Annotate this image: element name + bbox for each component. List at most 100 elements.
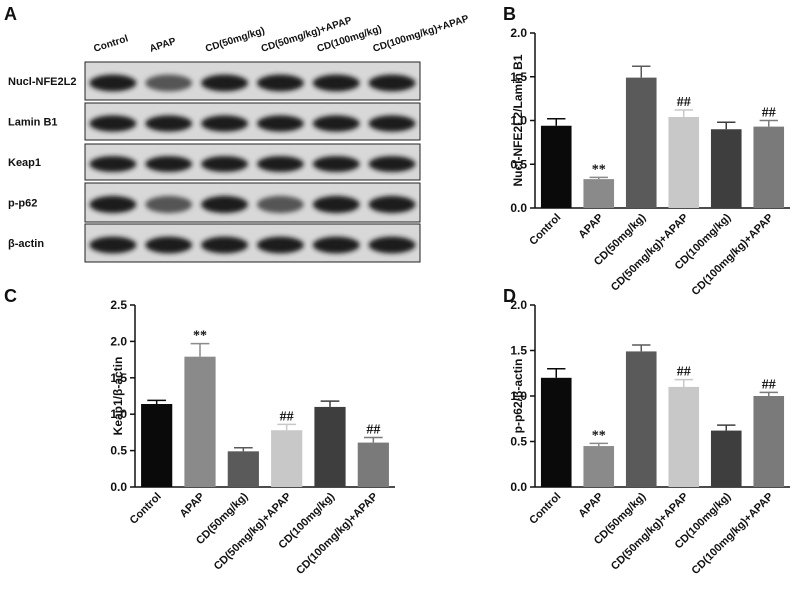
blot-band <box>201 236 249 254</box>
blot-band <box>368 74 416 92</box>
blot-band <box>256 156 304 172</box>
bar <box>141 404 173 487</box>
y-tick-label: 0.5 <box>510 157 527 171</box>
y-tick-label: 2.0 <box>510 26 527 40</box>
annotation: ** <box>592 428 606 443</box>
blot-band <box>201 195 249 214</box>
blot-strip <box>84 143 421 181</box>
y-tick-label: 2.5 <box>110 298 127 312</box>
y-tick-label: 0.5 <box>510 435 527 449</box>
y-tick-label: 2.0 <box>510 298 527 312</box>
blot-band <box>89 236 137 254</box>
x-tick-label: Control <box>527 212 563 248</box>
bar <box>625 77 657 208</box>
y-axis-label: Nucl-NFE2L2/Lamin B1 <box>511 54 525 186</box>
blot-band <box>256 74 304 92</box>
blot-band <box>368 156 416 172</box>
x-tick-label: CD(100mg/kg)+APAP <box>690 491 776 577</box>
bar <box>668 117 700 208</box>
bar <box>227 451 259 487</box>
blot-band <box>201 156 249 172</box>
y-tick-label: 1.0 <box>110 407 127 421</box>
panel-label: C <box>4 286 17 306</box>
annotation: ## <box>762 377 776 392</box>
blot-column-label: APAP <box>148 36 177 55</box>
blot-column-label: Control <box>92 33 129 55</box>
blot-row-label: β-actin <box>8 238 44 250</box>
blot-band <box>89 156 137 172</box>
blot-strip <box>84 102 421 141</box>
y-tick-label: 0.5 <box>110 444 127 458</box>
blot-band <box>89 195 137 214</box>
blot-band <box>312 115 360 132</box>
bar <box>710 129 742 208</box>
bar <box>271 430 303 487</box>
x-tick-label: CD(100mg/kg)+APAP <box>690 212 776 298</box>
blot-band <box>145 74 193 92</box>
y-tick-label: 1.5 <box>510 344 527 358</box>
bar <box>753 126 785 208</box>
blot-band <box>312 74 360 92</box>
blot-column-label: CD(100mg/kg)+APAP <box>372 13 471 55</box>
bar <box>753 396 785 487</box>
y-tick-label: 1.0 <box>510 114 527 128</box>
blot-column-label: CD(50mg/kg)+APAP <box>260 15 354 55</box>
blot-band <box>145 156 193 172</box>
x-tick-label: CD(50mg/kg)+APAP <box>212 491 294 573</box>
y-tick-label: 1.0 <box>510 389 527 403</box>
blot-row-label: Keap1 <box>8 157 41 169</box>
bar <box>583 179 615 208</box>
bar <box>625 351 657 487</box>
blot-band <box>145 236 193 254</box>
blot-band <box>312 236 360 254</box>
blot-band <box>256 195 304 214</box>
x-tick-label: CD(50mg/kg)+APAP <box>609 491 691 573</box>
blot-band <box>312 195 360 214</box>
x-tick-label: Control <box>527 491 563 527</box>
bar <box>357 442 389 487</box>
blot-band <box>368 115 416 132</box>
x-tick-label: APAP <box>178 491 208 521</box>
bar <box>184 356 216 487</box>
blot-band <box>145 115 193 132</box>
bar <box>710 430 742 487</box>
y-axis-label: Keap1/β-actin <box>111 357 125 436</box>
y-tick-label: 0.0 <box>110 480 127 494</box>
blot-band <box>201 115 249 132</box>
blot-band <box>256 115 304 132</box>
annotation: ** <box>592 162 606 177</box>
bar <box>540 125 572 208</box>
blot-strip <box>84 182 421 223</box>
annotation: ## <box>677 95 691 110</box>
blot-band <box>368 195 416 214</box>
y-tick-label: 2.0 <box>110 334 127 348</box>
blot-column-label: CD(50mg/kg) <box>204 25 266 55</box>
y-tick-label: 1.5 <box>110 371 127 385</box>
blot-band <box>89 115 137 132</box>
blot-band <box>368 236 416 254</box>
y-tick-label: 0.0 <box>510 480 527 494</box>
y-tick-label: 1.5 <box>510 70 527 84</box>
annotation: ## <box>366 422 380 437</box>
bar <box>540 377 572 487</box>
y-tick-label: 0.0 <box>510 201 527 215</box>
annotation: ## <box>280 409 294 424</box>
blot-band <box>145 195 193 214</box>
x-tick-label: Control <box>128 491 164 527</box>
blot-row-label: Lamin B1 <box>8 117 58 129</box>
blot-strip <box>84 61 421 101</box>
blot-band <box>201 74 249 92</box>
bar <box>583 446 615 487</box>
blot-row-label: Nucl-NFE2L2 <box>8 76 76 88</box>
blot-band <box>256 236 304 254</box>
annotation: ** <box>193 329 207 344</box>
blot-band <box>312 156 360 172</box>
blot-band <box>89 74 137 92</box>
x-tick-label: APAP <box>576 212 606 242</box>
bar <box>314 406 346 487</box>
panel-label: D <box>503 286 516 306</box>
x-tick-label: CD(50mg/kg)+APAP <box>609 212 691 294</box>
annotation: ## <box>677 365 691 380</box>
panel-label: A <box>4 4 17 24</box>
